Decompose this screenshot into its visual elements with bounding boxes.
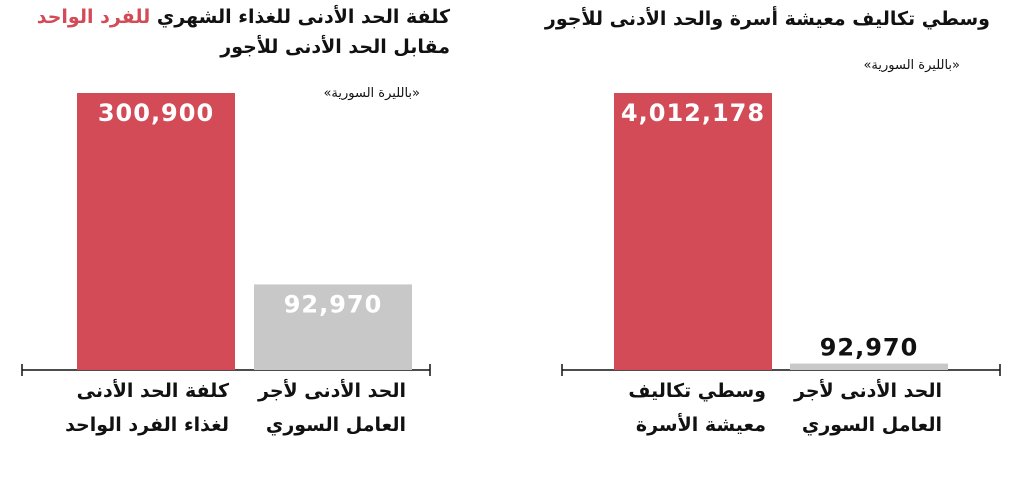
value-label: 92,970 — [284, 290, 383, 318]
category-label: كلفة الحد الأدنى — [76, 380, 229, 402]
chart-title: وسطي تكاليف معيشة أسرة والحد الأدنى للأج… — [545, 8, 990, 30]
category-label: الحد الأدنى لأجر — [794, 380, 942, 402]
category-label: العامل السوري — [801, 414, 942, 436]
value-label: 92,970 — [820, 334, 919, 362]
title-text: كلفة الحد الأدنى للغذاء الشهري — [156, 6, 450, 28]
chart-title-line2: مقابل الحد الأدنى للأجور — [220, 36, 450, 58]
bar — [614, 93, 772, 370]
category-label: الحد الأدنى لأجر — [258, 380, 406, 402]
chart-subtitle: «بالليرة السورية» — [323, 86, 420, 101]
bar — [77, 93, 235, 370]
category-label: العامل السوري — [265, 414, 406, 436]
category-label: وسطي تكاليف — [628, 380, 766, 402]
bar — [790, 363, 948, 370]
value-label: 300,900 — [98, 99, 214, 127]
title-text: وسطي تكاليف معيشة أسرة والحد الأدنى للأج… — [544, 8, 990, 30]
chart-title: كلفة الحد الأدنى للغذاء الشهري للفرد الو… — [37, 6, 450, 28]
category-label: معيشة الأسرة — [635, 414, 766, 436]
bar — [254, 284, 412, 370]
title-highlight: للفرد الواحد — [36, 6, 151, 28]
chart-subtitle: «بالليرة السورية» — [863, 58, 960, 73]
value-label: 4,012,178 — [621, 99, 765, 127]
category-label: لغذاء الفرد الواحد — [65, 414, 229, 436]
